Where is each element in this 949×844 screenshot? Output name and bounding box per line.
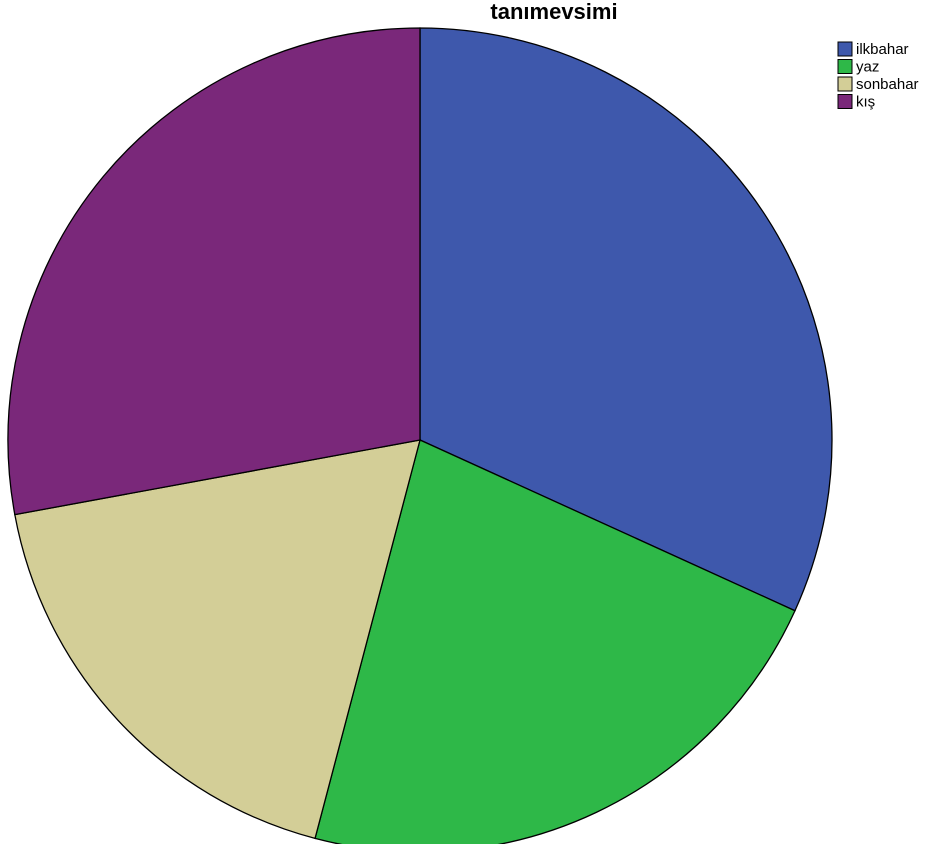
legend-label: kış bbox=[856, 93, 875, 110]
legend-swatch bbox=[837, 94, 853, 109]
legend-swatch bbox=[837, 76, 853, 92]
pie-slice bbox=[7, 27, 421, 516]
legend-label: sonbahar bbox=[856, 76, 919, 93]
pie-slice bbox=[419, 27, 833, 612]
pie-slice bbox=[14, 439, 421, 840]
legend-swatch bbox=[837, 59, 853, 74]
legend-label: ilkbahar bbox=[856, 41, 909, 58]
legend-label: yaz bbox=[856, 58, 879, 75]
legend-swatch bbox=[837, 41, 853, 57]
pie-slice bbox=[314, 439, 796, 844]
chart-title: tanımevsimi bbox=[490, 0, 617, 24]
